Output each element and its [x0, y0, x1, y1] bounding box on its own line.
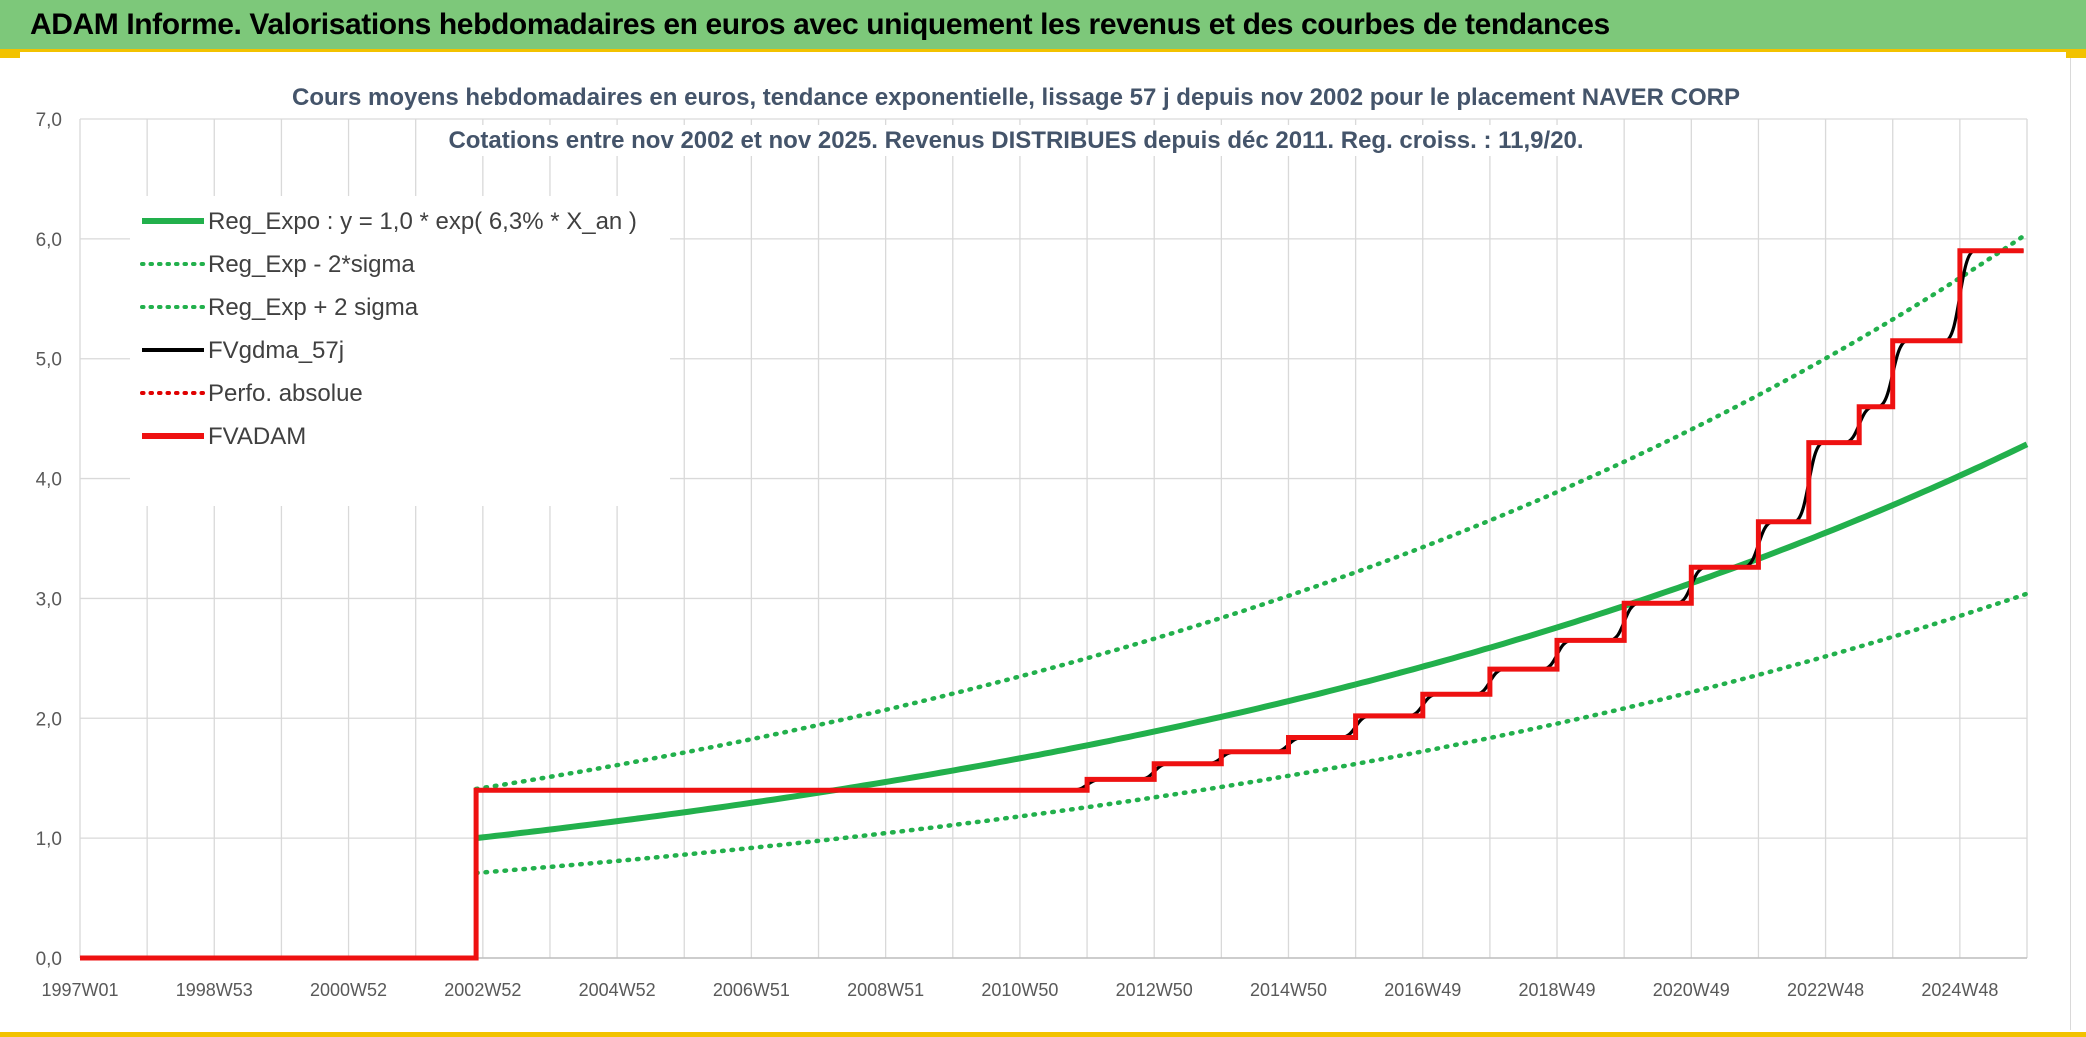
y-tick-label: 0,0 [36, 949, 62, 970]
y-tick-label: 4,0 [36, 470, 62, 491]
chart-subtitle: Cotations entre nov 2002 et nov 2025. Re… [448, 127, 1583, 154]
legend-label: Reg_Exp + 2 sigma [208, 294, 419, 321]
chart-frame: 0,0 1,0 2,0 3,0 4,0 5,0 6,0 7,0 1997W01 1998W53 20… [0, 58, 2071, 1030]
x-tick-label: 2016W49 [1384, 980, 1461, 1000]
x-tick-label: 2000W52 [310, 980, 387, 1000]
series-fvadam [80, 248, 2024, 961]
accent-corner-right [2066, 52, 2086, 58]
y-tick-label: 3,0 [36, 589, 62, 610]
x-tick-label: 2022W48 [1787, 980, 1864, 1000]
x-tick-label: 1998W53 [176, 980, 253, 1000]
series-reg-expo [475, 441, 2029, 842]
legend-label: FVADAM [208, 423, 306, 450]
x-tick-label: 2004W52 [579, 980, 656, 1000]
legend-label: Reg_Expo : y = 1,0 * exp( 6,3% * X_an ) [208, 208, 637, 235]
x-tick-label: 2006W51 [713, 980, 790, 1000]
x-tick-label: 2014W50 [1250, 980, 1327, 1000]
line-chart: 0,0 1,0 2,0 3,0 4,0 5,0 6,0 7,0 1997W01 1998W53 20… [36, 82, 2030, 1000]
series-reg-exp-minus-2sigma [473, 591, 2030, 876]
y-tick-label: 2,0 [36, 709, 62, 730]
legend-background [130, 196, 670, 506]
chart-title-bg [284, 82, 1748, 113]
legend-label: Reg_Exp - 2*sigma [208, 251, 415, 278]
x-tick-label: 1997W01 [41, 980, 118, 1000]
y-tick-label: 6,0 [36, 230, 62, 251]
x-tick-label: 2012W50 [1116, 980, 1193, 1000]
y-tick-label: 7,0 [36, 110, 62, 131]
header-bar: ADAM Informe. Valorisations hebdomadaire… [0, 0, 2086, 52]
page-title: ADAM Informe. Valorisations hebdomadaire… [30, 8, 1610, 41]
legend: Reg_Expo : y = 1,0 * exp( 6,3% * X_an ) R… [130, 196, 670, 506]
chart-titles: Cours moyens hebdomadaires en euros, ten… [284, 82, 1748, 156]
legend-label: FVgdma_57j [208, 337, 344, 364]
series-reg-exp-plus-2sigma [473, 231, 2030, 792]
chart-subtitle-bg [440, 125, 1592, 156]
x-tick-label: 2018W49 [1519, 980, 1596, 1000]
x-tick-label: 2010W50 [981, 980, 1058, 1000]
legend-label: Perfo. absolue [208, 380, 363, 407]
x-tick-label: 2008W51 [847, 980, 924, 1000]
series-layer [80, 231, 2030, 961]
y-tick-label: 5,0 [36, 350, 62, 371]
accent-corner-left [0, 52, 20, 58]
x-tick-label: 2002W52 [444, 980, 521, 1000]
accent-bottom-bar [0, 1032, 2086, 1037]
chart-title: Cours moyens hebdomadaires en euros, ten… [292, 84, 1740, 111]
x-tick-label: 2020W49 [1653, 980, 1730, 1000]
y-tick-label: 1,0 [36, 829, 62, 850]
x-tick-label: 2024W48 [1921, 980, 1998, 1000]
